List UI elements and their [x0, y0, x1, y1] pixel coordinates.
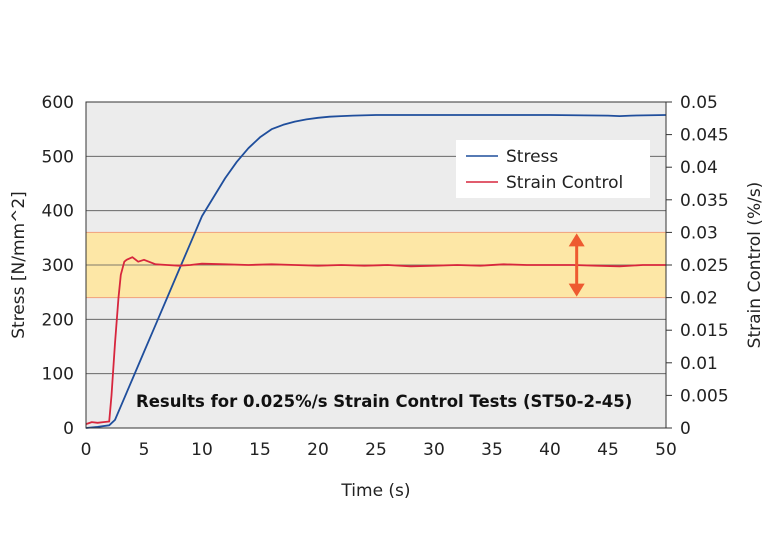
- arrow-head-up: [568, 233, 585, 247]
- series-line-stress: [85, 114, 667, 429]
- y-tick-label: 0: [63, 419, 74, 439]
- x-tick-label: 10: [191, 440, 213, 460]
- y2-tick-label: 0.045: [680, 126, 729, 146]
- legend-label-stress: Stress: [506, 147, 558, 167]
- y2-tick-label: 0.02: [680, 289, 718, 309]
- x-tick-label: 35: [481, 440, 503, 460]
- x-tick-label: 25: [365, 440, 387, 460]
- y-tick-label: 100: [42, 365, 74, 385]
- y-tick-label: 600: [42, 93, 74, 113]
- legend-box: [456, 140, 650, 198]
- y2-tick-label: 0.01: [680, 354, 718, 374]
- y2-tick-label: 0.035: [680, 191, 729, 211]
- chart-annotation: Results for 0.025%/s Strain Control Test…: [136, 392, 632, 411]
- x-tick-label: 40: [539, 440, 561, 460]
- x-tick-label: 20: [307, 440, 329, 460]
- y2-tick-label: 0.015: [680, 321, 729, 341]
- legend: Stress Strain Control: [456, 140, 650, 198]
- y2-axis-label: Strain Control (%/s): [745, 182, 765, 349]
- band-arrow: [568, 233, 585, 297]
- arrow-head-down: [568, 283, 585, 297]
- y-tick-label: 400: [42, 202, 74, 222]
- y2-tick-label: 0.025: [680, 256, 729, 276]
- series-layer: [85, 114, 667, 429]
- y-tick-label: 200: [42, 310, 74, 330]
- x-tick-label: 45: [597, 440, 619, 460]
- series-line-strain-control: [85, 256, 666, 425]
- y-ticks: 0 100 200 300 400 500 600: [42, 93, 74, 439]
- y-axis-label: Stress [N/mm^2]: [9, 191, 29, 339]
- x-tick-label: 15: [249, 440, 271, 460]
- y2-tick-label: 0.005: [680, 386, 729, 406]
- y2-tick-label: 0: [680, 419, 691, 439]
- y2-tick-label: 0.05: [680, 93, 718, 113]
- y-tick-label: 300: [42, 256, 74, 276]
- x-tick-label: 30: [423, 440, 445, 460]
- x-tick-label: 50: [655, 440, 677, 460]
- y2-tick-label: 0.04: [680, 158, 718, 178]
- x-tick-label: 0: [81, 440, 92, 460]
- x-ticks: 0 5 10 15 20 25 30 35 40 45 50: [81, 440, 677, 460]
- y2-tick-label: 0.03: [680, 223, 718, 243]
- legend-label-strain-control: Strain Control: [506, 173, 623, 193]
- y-tick-label: 500: [42, 147, 74, 167]
- x-tick-label: 5: [139, 440, 150, 460]
- x-axis-label: Time (s): [340, 481, 410, 501]
- y2-ticks: 0 0.005 0.01 0.015 0.02 0.025 0.03 0.035 0.04 0.0…: [666, 93, 729, 439]
